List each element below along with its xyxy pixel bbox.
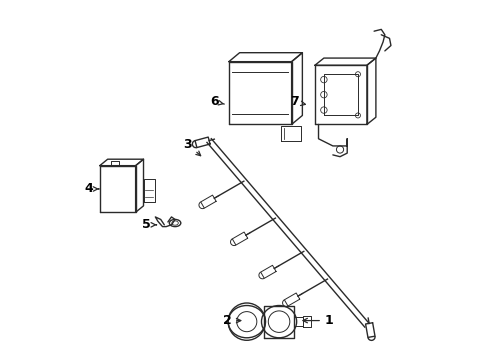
- Text: 6: 6: [210, 95, 224, 108]
- Text: 4: 4: [85, 183, 99, 195]
- Text: 5: 5: [142, 218, 156, 231]
- Text: 1: 1: [303, 314, 334, 327]
- Text: 2: 2: [222, 314, 241, 327]
- Text: 3: 3: [183, 138, 200, 156]
- Text: 7: 7: [290, 95, 305, 108]
